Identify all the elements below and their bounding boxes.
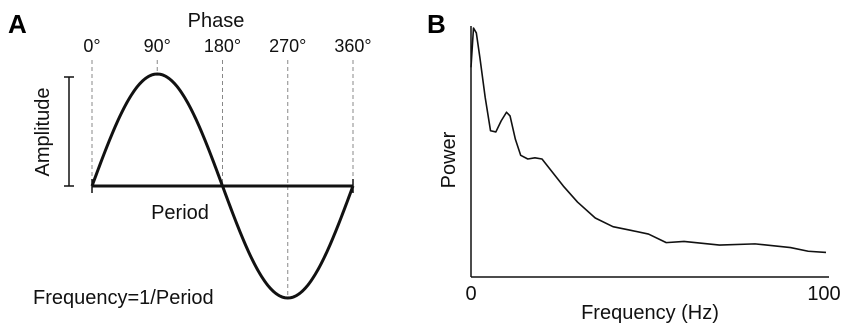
panel-a: A Phase 0° 90° 180° 270° 360° Amplitude Peri… (8, 9, 372, 309)
panel-b-letter: B (427, 9, 446, 39)
sine-wave (90, 72, 355, 300)
phase-guide-lines (91, 60, 354, 298)
panel-b: B Power 0 100 Frequency (Hz) (427, 9, 841, 324)
amplitude-label: Amplitude (32, 88, 54, 177)
power-axis-label: Power (438, 131, 460, 188)
phase-tick-270: 270° (269, 36, 306, 56)
frequency-axis-label: Frequency (Hz) (581, 302, 719, 324)
power-spectrum-line (470, 27, 827, 254)
x-tick-label-0: 0 (465, 283, 476, 305)
phase-tick-90: 90° (144, 36, 171, 56)
phase-tick-360: 360° (334, 36, 371, 56)
phase-title: Phase (188, 10, 245, 32)
phase-tick-labels: 0° 90° 180° 270° 360° (83, 36, 371, 56)
phase-tick-0: 0° (83, 36, 100, 56)
frequency-label: Frequency=1/Period (33, 287, 214, 309)
panel-a-letter: A (8, 9, 27, 39)
period-label: Period (151, 202, 209, 224)
x-tick-label-100: 100 (807, 283, 840, 305)
phase-tick-180: 180° (204, 36, 241, 56)
